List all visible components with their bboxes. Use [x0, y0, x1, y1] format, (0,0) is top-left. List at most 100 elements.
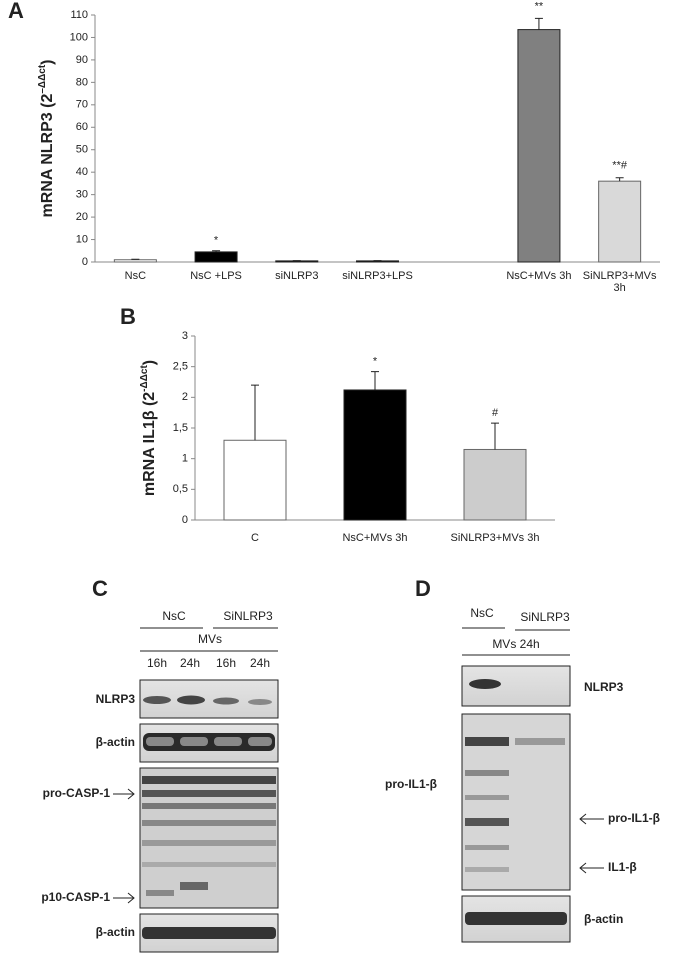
group-label: SiNLRP3 — [223, 609, 273, 623]
y-tick-label: 0,5 — [173, 483, 188, 495]
band — [469, 679, 501, 689]
panel-letter: D — [415, 576, 431, 601]
panel-letter: A — [8, 0, 24, 23]
band — [248, 737, 272, 746]
y-tick-label: 2,5 — [173, 361, 188, 373]
row-label: p10-CASP-1 — [41, 890, 110, 904]
arrow — [579, 813, 604, 825]
bar — [598, 180, 642, 263]
y-tick-label: 70 — [76, 99, 88, 111]
arrow — [113, 892, 135, 904]
row-label: pro-IL1-β — [608, 811, 660, 825]
band — [465, 867, 509, 872]
y-axis-label-close: ) — [39, 59, 56, 64]
blot-c: C NsC SiNLRP3 MVs 16h 24h 16h 24h NLRP — [41, 576, 279, 953]
time-label: 16h — [216, 656, 236, 670]
row-label: β-actin — [584, 912, 623, 926]
blot-d: D NsC SiNLRP3 MVs 24h NLRP3 pro-IL1-β pr… — [385, 576, 660, 943]
error-bar — [534, 17, 543, 30]
group-label: NsC — [470, 606, 494, 620]
blot-strip — [139, 767, 279, 909]
band — [465, 818, 509, 826]
y-tick-label: 50 — [76, 144, 88, 156]
y-axis-label-close: ) — [141, 360, 158, 365]
x-tick-label: NsC+MVs 3h — [342, 532, 407, 544]
band — [465, 912, 567, 925]
band — [142, 820, 276, 826]
significance-label: ** — [535, 0, 544, 12]
band — [142, 776, 276, 784]
bar — [463, 448, 527, 521]
x-tick-label: NsC — [125, 270, 146, 282]
band — [146, 737, 174, 746]
arrow — [579, 862, 604, 874]
band — [465, 845, 509, 850]
y-tick-label: 10 — [76, 233, 88, 245]
x-tick-label: NsC +LPS — [190, 270, 242, 282]
band — [142, 803, 276, 809]
y-axis-label-sup: -ΔΔct — [139, 365, 150, 392]
significance-label: * — [373, 355, 378, 367]
row-label: β-actin — [96, 925, 135, 939]
time-label: 24h — [180, 656, 200, 670]
bar — [517, 29, 561, 263]
band — [146, 890, 174, 896]
band — [465, 737, 509, 746]
y-tick-label: 1,5 — [173, 422, 188, 434]
y-tick-label: 3 — [182, 330, 188, 342]
bar — [113, 259, 157, 263]
band — [180, 737, 208, 746]
error-bar — [371, 371, 379, 390]
y-tick-label: 2 — [182, 391, 188, 403]
x-tick-label: C — [251, 532, 259, 544]
band — [143, 733, 275, 751]
band — [214, 737, 242, 746]
y-axis-label: mRNA IL1β (2-ΔΔct) — [139, 360, 159, 496]
row-label: NLRP3 — [96, 692, 136, 706]
error-bar — [251, 384, 259, 441]
y-tick-label: 60 — [76, 121, 88, 133]
row-label: IL1-β — [608, 860, 637, 874]
time-label: 16h — [147, 656, 167, 670]
significance-label: * — [214, 235, 219, 247]
x-tick-label: SiNLRP3+MVs 3h — [583, 270, 657, 294]
y-tick-label: 90 — [76, 54, 88, 66]
band — [142, 862, 276, 867]
x-tick-label: NsC+MVs 3h — [506, 270, 571, 282]
y-axis-label-text: mRNA IL1β (2 — [141, 392, 158, 496]
band — [142, 840, 276, 846]
y-tick-label: 40 — [76, 166, 88, 178]
y-tick-label: 30 — [76, 189, 88, 201]
y-axis-label-sup: –ΔΔct — [37, 64, 48, 93]
band — [143, 696, 171, 704]
y-tick-label: 0 — [182, 514, 188, 526]
band — [177, 695, 205, 705]
y-axis-label: mRNA NLRP3 (2–ΔΔct) — [37, 59, 57, 217]
band — [465, 795, 509, 800]
arrow — [113, 788, 135, 800]
panel-letter: C — [92, 576, 108, 601]
band — [142, 790, 276, 797]
y-tick-label: 80 — [76, 76, 88, 88]
bar — [194, 251, 238, 263]
row-label: β-actin — [96, 735, 135, 749]
treatment-label: MVs — [198, 632, 222, 646]
row-label: NLRP3 — [584, 680, 624, 694]
treatment-label: MVs 24h — [492, 637, 539, 651]
panel-letter: B — [120, 304, 136, 329]
bar — [223, 439, 287, 521]
y-tick-label: 20 — [76, 211, 88, 223]
band — [515, 738, 565, 745]
band — [142, 927, 276, 939]
band — [180, 882, 208, 890]
row-label: pro-CASP-1 — [43, 786, 111, 800]
x-tick-label: siNLRP3+LPS — [342, 270, 413, 282]
y-tick-label: 110 — [70, 9, 88, 21]
error-bar — [212, 250, 221, 252]
y-tick-label: 1 — [182, 453, 188, 465]
group-label: NsC — [162, 609, 186, 623]
y-axis-label-text: mRNA NLRP3 (2 — [39, 94, 56, 218]
significance-label: # — [492, 407, 499, 419]
band — [248, 699, 272, 705]
